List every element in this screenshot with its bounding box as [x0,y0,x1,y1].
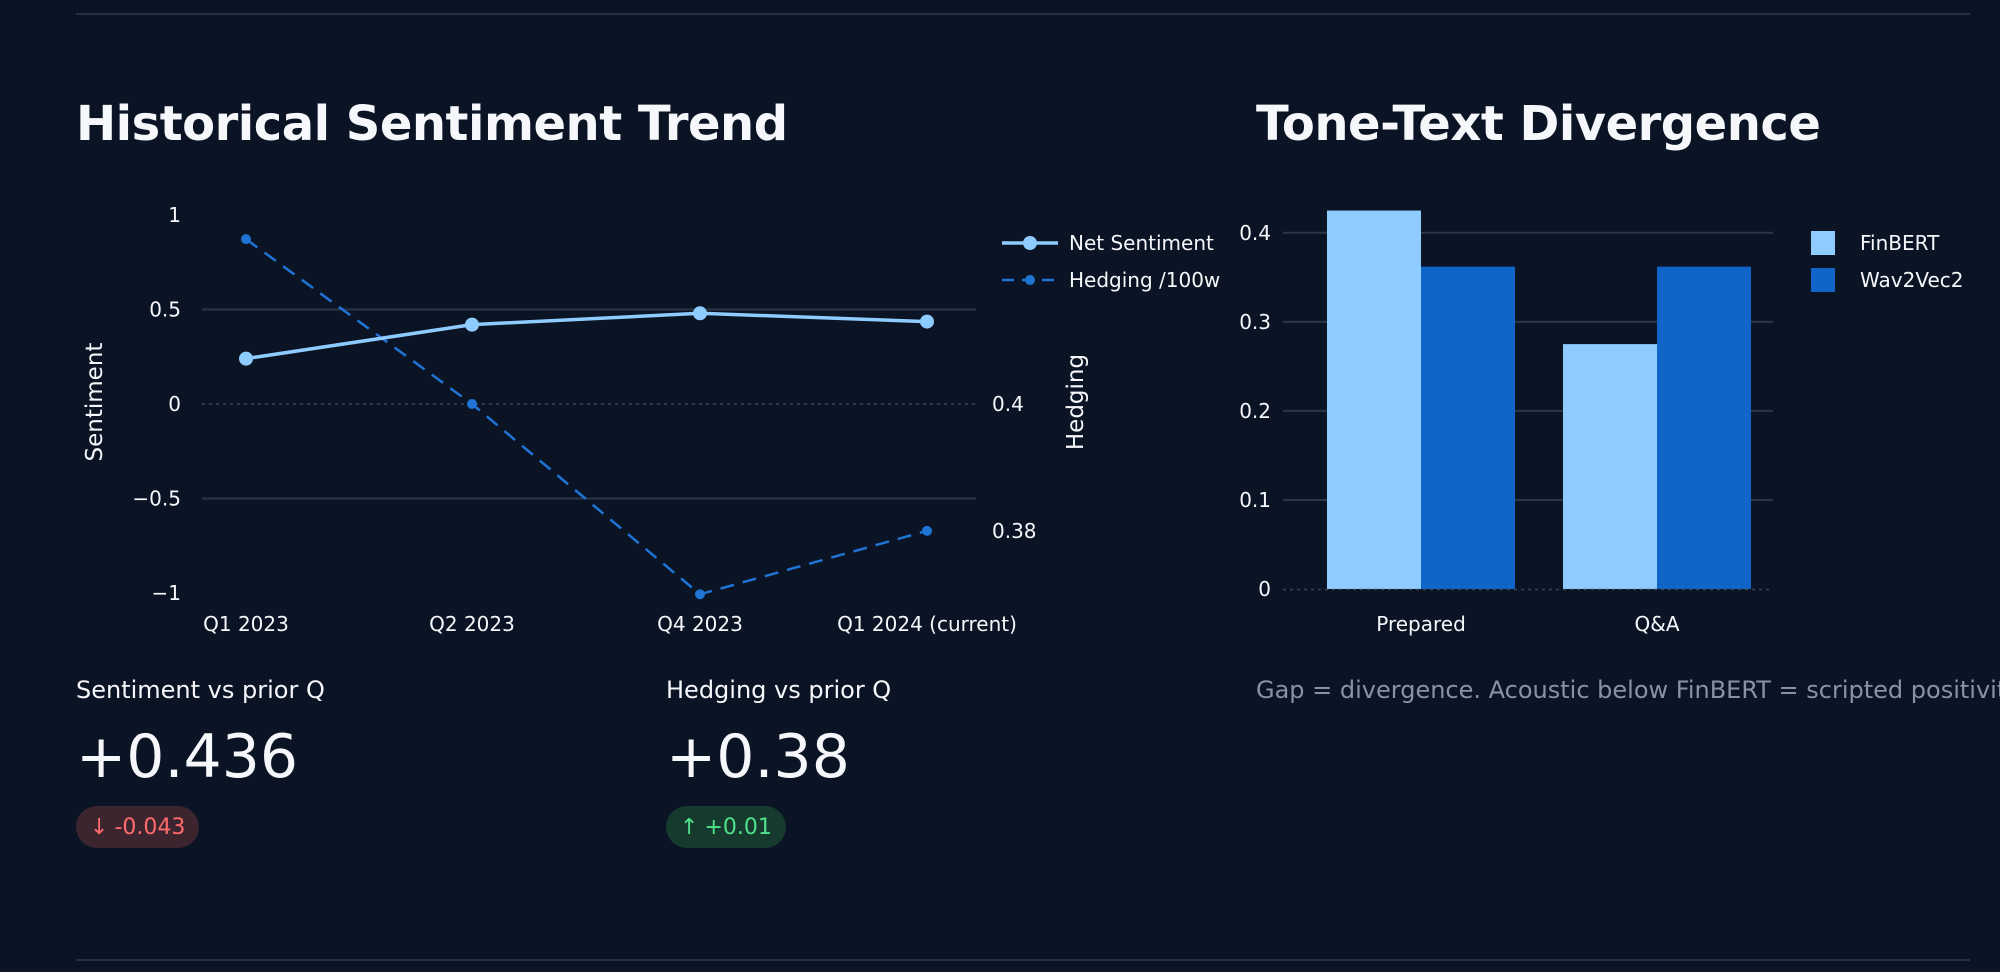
y-tick-label: −1 [152,581,181,605]
y-tick-label: 0.4 [1239,221,1271,245]
data-point-net-sentiment [465,317,479,332]
sentiment-metric-value: +0.436 [76,722,299,792]
sentiment-trend-chart: 1 0.5 0 −0.5 −1 0.4 0.38 Q1 2023 Q2 2023 Q4 2023 Q… [82,203,1220,636]
legend-label-finbert: FinBERT [1860,231,1940,255]
data-point-hedging [467,399,477,409]
y2-tick-label: 0.4 [992,392,1024,416]
bar-finbert-prepared [1327,210,1421,590]
y2-tick-label: 0.38 [992,519,1037,543]
legend-label-net-sentiment: Net Sentiment [1069,231,1214,255]
trend-section-title: Historical Sentiment Trend [76,96,788,152]
divergence-caption: Gap = divergence. Acoustic below FinBERT… [1256,676,2000,704]
legend-label-wav2vec2: Wav2Vec2 [1860,268,1963,292]
series-line-hedging [245,238,928,596]
arrow-down-icon: ↓ [90,814,109,840]
legend-swatch-wav2vec2 [1811,268,1835,292]
x-tick-label: Q2 2023 [429,612,515,636]
y-axis-title: Sentiment [82,343,108,462]
top-divider [76,13,1970,15]
y-tick-label: 0.3 [1239,310,1271,334]
bar-wav2vec2-qa [1657,266,1751,589]
x-tick-label: Q1 2023 [203,612,289,636]
data-point-hedging [241,234,251,245]
bottom-divider [76,959,1970,961]
sentiment-delta-value: -0.043 [114,814,186,840]
legend-swatch-finbert [1811,231,1835,255]
data-point-hedging [695,589,705,600]
sentiment-metric: Sentiment vs prior Q +0.436 ↓ -0.043 [76,676,325,848]
y-tick-label: 0.1 [1239,488,1271,512]
legend-marker-hedging [1025,275,1035,285]
hedging-metric-label: Hedging vs prior Q [666,676,892,704]
x-tick-label: Prepared [1376,612,1466,636]
data-point-net-sentiment [920,314,934,329]
y-tick-label: 0 [168,392,181,416]
y-tick-label: −0.5 [132,487,181,511]
data-point-net-sentiment [239,351,253,366]
y-tick-label: 0.2 [1239,399,1271,423]
y-tick-label: 0.5 [149,298,181,322]
sentiment-metric-label: Sentiment vs prior Q [76,676,325,704]
hedging-delta-value: +0.01 [704,814,772,840]
divergence-section-title: Tone-Text Divergence [1256,96,1821,152]
x-tick-label: Q1 2024 (current) [837,612,1017,636]
series-line-net-sentiment [245,311,928,361]
bar-wav2vec2-prepared [1421,266,1515,589]
y-tick-label: 1 [168,203,181,227]
x-tick-label: Q&A [1634,612,1679,636]
x-tick-label: Q4 2023 [657,612,743,636]
legend-marker-net-sentiment [1023,236,1037,250]
bar-finbert-qa [1563,344,1657,589]
arrow-up-icon: ↑ [680,814,699,840]
sentiment-delta-badge: ↓ -0.043 [76,806,200,848]
tone-divergence-chart: 0.4 0.3 0.2 0.1 0 Prepared Q&A FinBERT Wav2Vec2 [1239,210,1963,636]
hedging-delta-badge: ↑ +0.01 [666,806,786,848]
data-point-hedging [922,525,932,536]
y2-axis-title: Hedging [1063,354,1089,450]
data-point-net-sentiment [693,306,707,321]
hedging-metric-value: +0.38 [666,722,850,792]
hedging-metric: Hedging vs prior Q +0.38 ↑ +0.01 [666,676,891,848]
legend-label-hedging: Hedging /100w [1069,268,1220,292]
y-tick-label: 0 [1258,577,1271,601]
